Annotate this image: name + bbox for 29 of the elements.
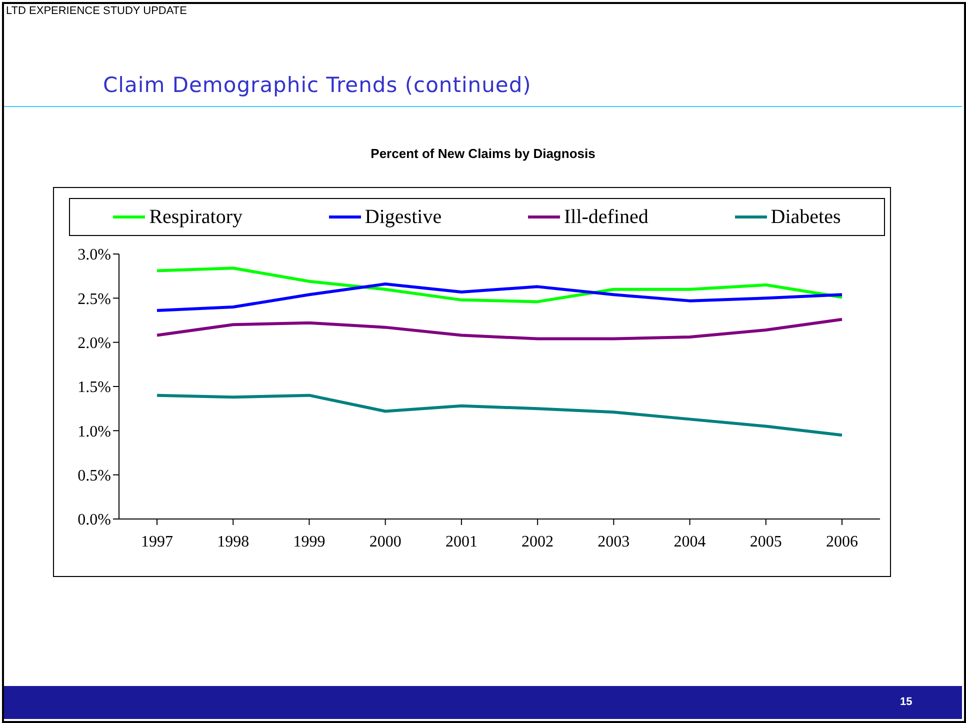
legend-label: Diabetes [770, 206, 841, 228]
y-tick-label: 2.0% [78, 335, 111, 352]
y-tick-label: 2.5% [78, 290, 111, 308]
x-tick-label: 2002 [522, 533, 554, 550]
x-tick-label: 2001 [445, 533, 478, 550]
text: 15 [900, 696, 912, 708]
line-series [156, 282, 844, 312]
x-tick-label: 2005 [750, 533, 782, 550]
y-tick-label: 3.0% [78, 246, 111, 264]
x-tick-label: 1997 [141, 533, 173, 550]
legend-label: Digestive [364, 206, 442, 228]
x-tick-label: 2000 [369, 533, 402, 550]
chart-title: Percent of New Claims by Diagnosis [370, 146, 596, 161]
legend-label: Ill-defined [564, 206, 648, 228]
line-series [156, 394, 844, 437]
text: LTD EXPERIENCE STUDY UPDATE [6, 5, 187, 17]
x-tick-label: 2006 [826, 533, 858, 550]
x-tick-label: 2003 [598, 533, 630, 550]
y-tick-label: 0.5% [78, 468, 111, 485]
line-series [156, 266, 844, 304]
y-tick-label: 0.0% [78, 512, 111, 529]
chart-subtitle: Claim Demographic Trends (continued) [103, 73, 532, 97]
y-tick-label: 1.5% [78, 379, 111, 396]
x-tick-label: 2004 [674, 533, 706, 550]
line-series [156, 318, 844, 340]
legend-label: Respiratory [149, 206, 243, 228]
x-tick-label: 1999 [293, 533, 326, 550]
x-tick-label: 1998 [217, 533, 250, 550]
y-tick-label: 1.0% [78, 423, 111, 440]
